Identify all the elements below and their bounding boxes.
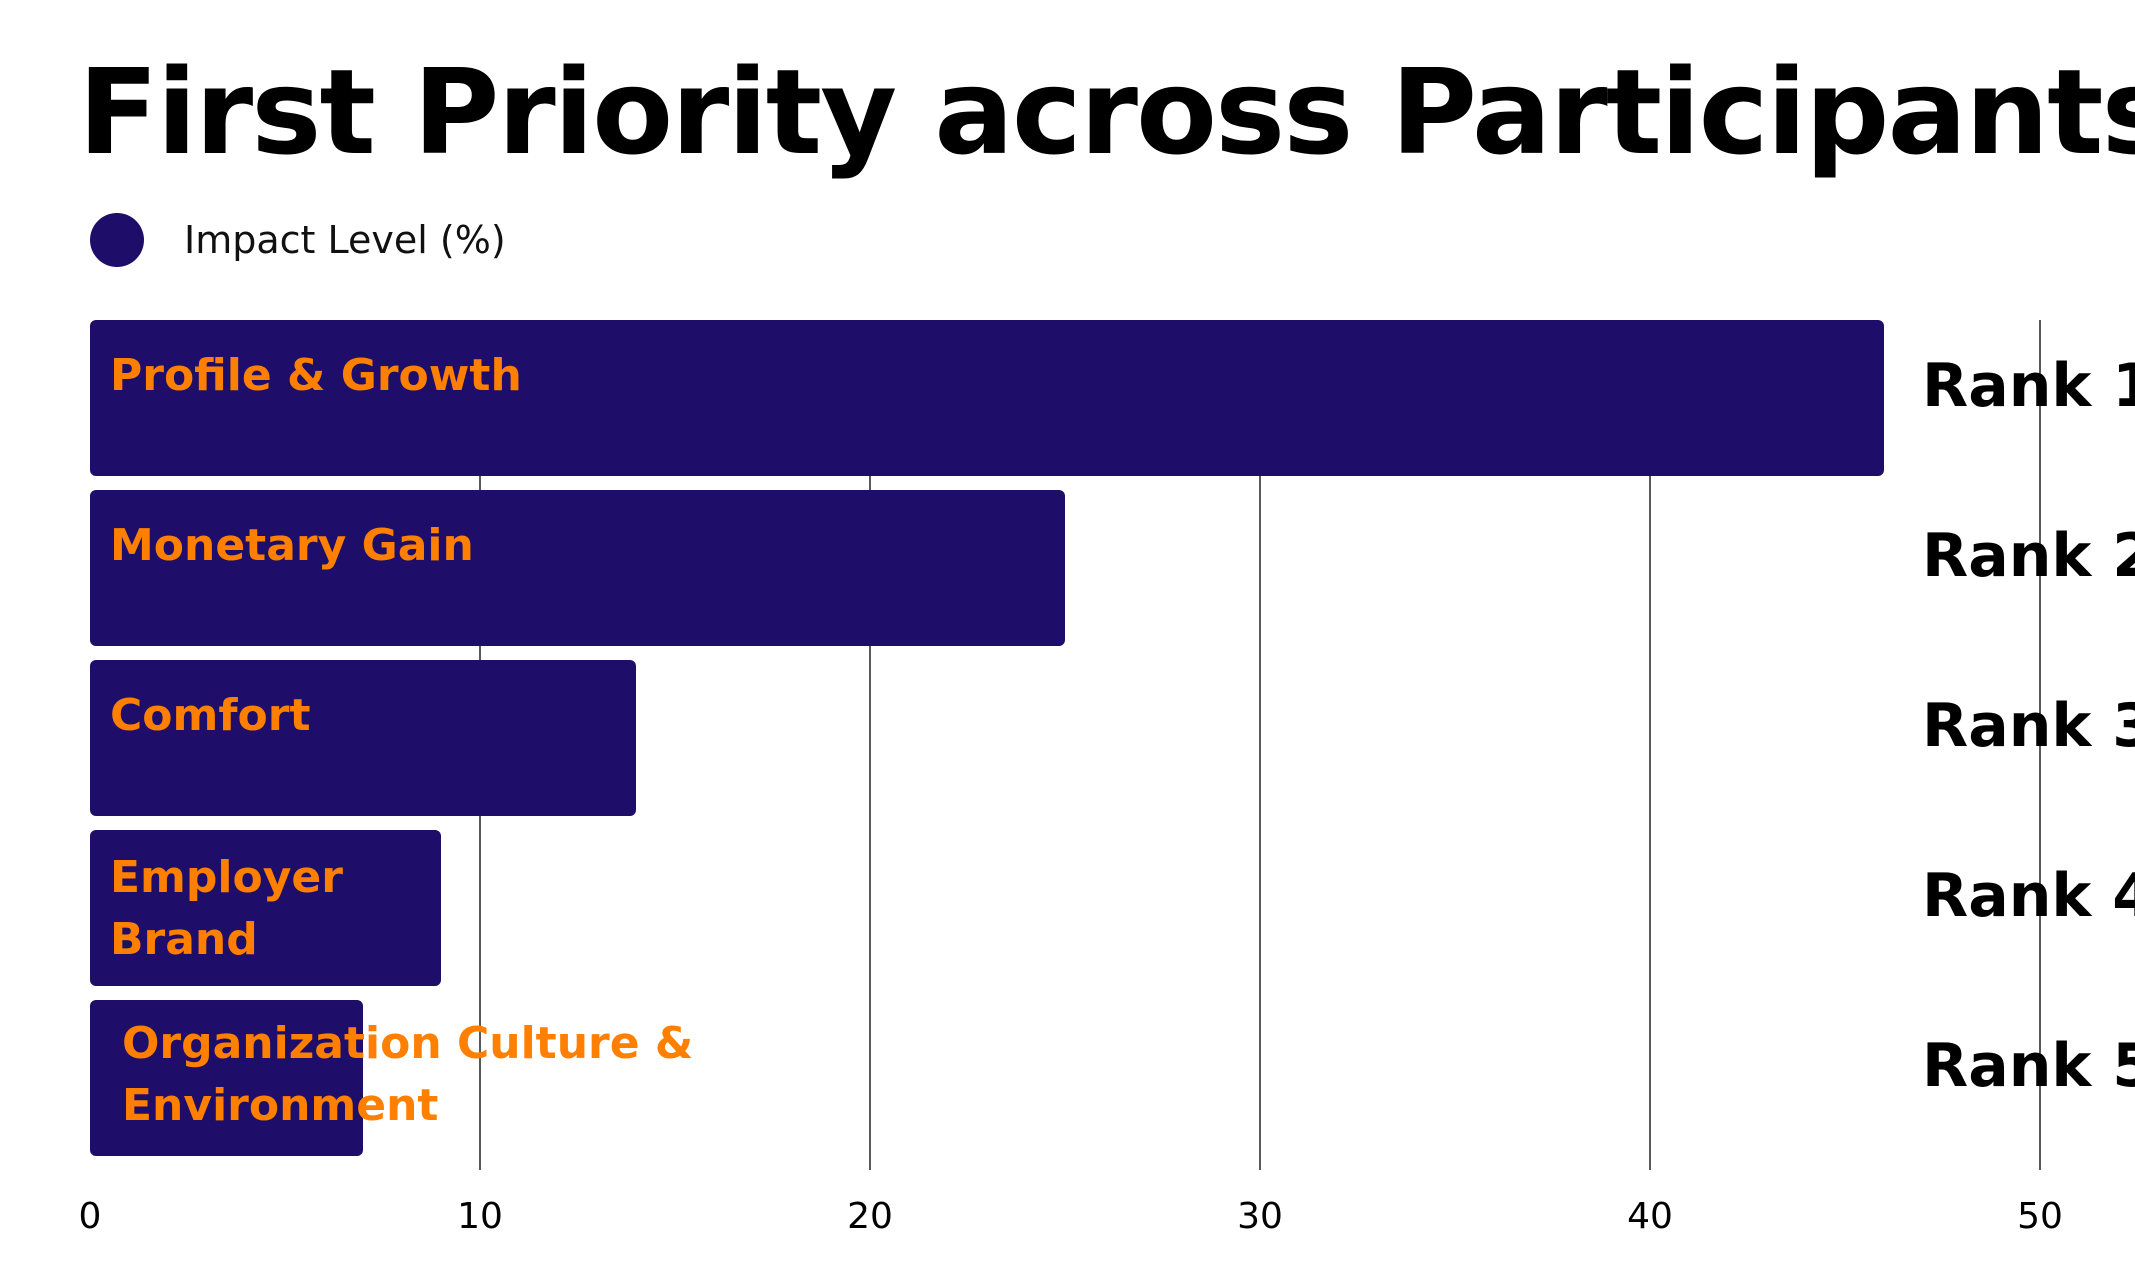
category-label-line: Organization Culture & bbox=[122, 1018, 693, 1069]
bar bbox=[90, 320, 1884, 476]
legend-marker bbox=[90, 213, 144, 267]
x-tick-label: 40 bbox=[1627, 1196, 1673, 1237]
x-tick-label: 10 bbox=[457, 1196, 503, 1237]
x-tick-label: 20 bbox=[847, 1196, 893, 1237]
x-tick-label: 0 bbox=[79, 1196, 102, 1237]
rank-label: Rank 1 bbox=[1922, 351, 2135, 421]
bars bbox=[90, 320, 1884, 1156]
x-tick-label: 50 bbox=[2017, 1196, 2063, 1237]
category-label: Comfort bbox=[110, 690, 310, 741]
x-axis-ticks: 0 10 20 30 40 50 bbox=[79, 1196, 2063, 1237]
bar bbox=[90, 660, 636, 816]
category-label: Profile & Growth bbox=[110, 350, 522, 401]
category-labels: Profile & Growth Monetary Gain Comfort Empl… bbox=[110, 350, 693, 1131]
rank-label: Rank 5 bbox=[1922, 1031, 2135, 1101]
legend-label: Impact Level (%) bbox=[184, 218, 506, 262]
rank-label: Rank 2 bbox=[1922, 521, 2135, 591]
category-label: Monetary Gain bbox=[110, 520, 474, 571]
rank-labels: Rank 1 Rank 2 Rank 3 Rank 4 Rank 5 bbox=[1922, 351, 2135, 1101]
category-label-line: Environment bbox=[122, 1080, 438, 1131]
rank-label: Rank 3 bbox=[1922, 691, 2135, 761]
category-label-line: Employer bbox=[110, 852, 343, 903]
bar bbox=[90, 1000, 363, 1156]
bar bbox=[90, 490, 1065, 646]
category-label: Employer Brand bbox=[110, 852, 343, 965]
category-label: Organization Culture & Environment bbox=[122, 1018, 693, 1131]
bar bbox=[90, 830, 441, 986]
x-tick-label: 30 bbox=[1237, 1196, 1283, 1237]
chart-title: First Priority across Participants bbox=[78, 43, 2135, 181]
category-label-line: Brand bbox=[110, 914, 258, 965]
legend: Impact Level (%) bbox=[90, 210, 506, 270]
rank-label: Rank 4 bbox=[1922, 861, 2135, 931]
